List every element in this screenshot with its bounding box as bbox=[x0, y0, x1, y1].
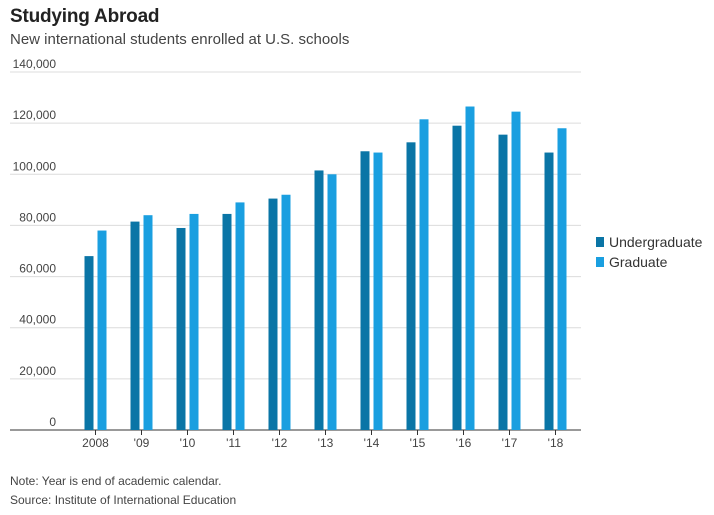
bar-undergraduate-10 bbox=[544, 152, 554, 431]
bar-graduate-6 bbox=[373, 152, 383, 431]
x-tick-label-9: '17 bbox=[502, 436, 518, 450]
bar-undergraduate-8 bbox=[452, 125, 462, 430]
x-tick-label-8: '16 bbox=[456, 436, 472, 450]
note-text: Note: Year is end of academic calendar. bbox=[10, 474, 222, 488]
bar-graduate-10 bbox=[557, 128, 567, 430]
y-tick-label-140000: 140,000 bbox=[13, 57, 57, 71]
y-tick-label-80000: 80,000 bbox=[19, 210, 56, 224]
x-tick-label-4: '12 bbox=[272, 436, 288, 450]
bar-undergraduate-3 bbox=[222, 213, 232, 430]
legend: Undergraduate Graduate bbox=[596, 232, 702, 272]
bar-graduate-5 bbox=[327, 174, 337, 430]
bar-undergraduate-7 bbox=[406, 142, 416, 431]
bar-graduate-3 bbox=[235, 202, 245, 430]
bar-graduate-8 bbox=[465, 106, 475, 431]
y-tick-label-40000: 40,000 bbox=[19, 313, 56, 327]
legend-swatch-graduate bbox=[596, 257, 604, 267]
x-tick-label-7: '15 bbox=[410, 436, 426, 450]
bar-graduate-2 bbox=[189, 213, 199, 430]
x-tick-label-1: '09 bbox=[134, 436, 150, 450]
bar-graduate-0 bbox=[97, 230, 107, 430]
footnote: Note: Year is end of academic calendar. … bbox=[10, 472, 236, 510]
legend-item-undergraduate: Undergraduate bbox=[596, 232, 702, 252]
legend-swatch-undergraduate bbox=[596, 237, 604, 247]
y-tick-label-20000: 20,000 bbox=[19, 364, 56, 378]
bar-graduate-4 bbox=[281, 194, 291, 430]
x-tick-label-6: '14 bbox=[364, 436, 380, 450]
x-tick-label-2: '10 bbox=[180, 436, 196, 450]
chart-subtitle: New international students enrolled at U… bbox=[10, 31, 350, 48]
chart-title: Studying Abroad bbox=[10, 6, 160, 27]
bar-undergraduate-1 bbox=[130, 221, 140, 430]
bar-chart: 0 20,000 40,000 60,000 80,000 100,000 120,000 1… bbox=[10, 57, 581, 450]
bar-undergraduate-2 bbox=[176, 227, 186, 430]
bar-undergraduate-4 bbox=[268, 198, 278, 430]
legend-label-undergraduate: Undergraduate bbox=[609, 234, 703, 250]
x-tick-label-5: '13 bbox=[318, 436, 334, 450]
bar-graduate-7 bbox=[419, 119, 429, 431]
bar-undergraduate-6 bbox=[360, 151, 370, 430]
bar-undergraduate-5 bbox=[314, 170, 324, 430]
y-tick-label-60000: 60,000 bbox=[19, 262, 56, 276]
bar-graduate-9 bbox=[511, 111, 521, 430]
legend-item-graduate: Graduate bbox=[596, 252, 702, 272]
x-tick-label-0: 2008 bbox=[82, 436, 109, 450]
x-tick-label-10: '18 bbox=[548, 436, 564, 450]
y-tick-label-100000: 100,000 bbox=[13, 159, 57, 173]
source-text: Source: Institute of International Educa… bbox=[10, 493, 237, 507]
y-tick-label-0: 0 bbox=[49, 415, 56, 429]
y-tick-label-120000: 120,000 bbox=[13, 108, 57, 122]
bar-undergraduate-9 bbox=[498, 134, 508, 430]
x-tick-label-3: '11 bbox=[226, 436, 241, 450]
bar-undergraduate-0 bbox=[84, 256, 94, 430]
legend-label-graduate: Graduate bbox=[609, 254, 668, 270]
bar-graduate-1 bbox=[143, 215, 153, 430]
